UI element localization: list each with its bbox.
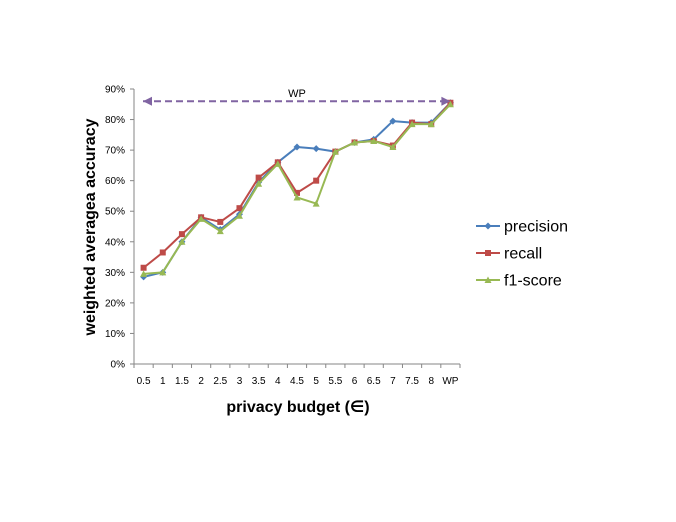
x-tick-label: 4 — [275, 376, 281, 387]
wp-annotation-label: WP — [288, 88, 306, 100]
series-line — [143, 103, 452, 275]
data-point — [485, 250, 491, 256]
x-tick-label: 2.5 — [213, 376, 227, 387]
data-point — [484, 222, 492, 230]
data-point — [484, 276, 492, 283]
y-tick-label: 90% — [105, 85, 125, 96]
data-point — [178, 238, 186, 245]
data-point — [331, 148, 339, 155]
data-point — [389, 143, 397, 151]
y-tick-label: 60% — [105, 176, 125, 187]
data-point — [217, 218, 224, 225]
axes: 0% 10% 20% 30% 40% 50% 60% 70% 80% 90% 0.5 1 1.5 2 2.5… — [105, 85, 461, 387]
data-point — [446, 100, 454, 108]
data-point — [312, 145, 320, 153]
x-tick-label: 7 — [390, 376, 396, 387]
legend-label: precision — [504, 219, 568, 236]
series-line — [142, 102, 452, 269]
series-f1-score — [140, 100, 454, 277]
data-point — [159, 268, 167, 276]
data-point — [178, 231, 185, 238]
y-tick-label: 80% — [105, 115, 125, 126]
data-point — [235, 212, 243, 219]
data-point — [159, 249, 166, 256]
x-axis-label: privacy budget (∈) — [226, 399, 369, 416]
data-point — [140, 264, 147, 271]
y-tick-label: 30% — [105, 268, 125, 279]
y-tick-label: 50% — [105, 207, 125, 218]
x-tick-label: 1.5 — [175, 376, 189, 387]
data-point — [313, 177, 320, 184]
y-axis-label: weighted averagea accuracy — [82, 118, 99, 336]
legend-item-precision: precision — [476, 219, 568, 236]
data-point — [293, 193, 301, 201]
data-point — [236, 205, 243, 212]
data-point — [294, 189, 300, 196]
data-point — [351, 138, 359, 146]
series-precision — [140, 99, 454, 281]
x-tick-label: 2 — [198, 376, 204, 387]
legend-label: recall — [504, 246, 542, 263]
data-point — [370, 137, 378, 144]
x-tick-label: 6 — [352, 376, 358, 387]
series-line — [143, 102, 452, 278]
data-point — [140, 270, 148, 277]
x-tick-label: 5 — [313, 376, 319, 387]
data-point — [389, 117, 397, 125]
data-point — [216, 227, 224, 235]
legend-item-recall: recall — [476, 246, 542, 263]
annotation-layer: WP — [143, 88, 451, 106]
x-tick-label: 8 — [428, 376, 434, 387]
x-tick-label: 5.5 — [328, 376, 342, 387]
data-point — [255, 174, 262, 181]
y-tick-label: 20% — [105, 298, 125, 309]
y-tick-label: 70% — [105, 146, 125, 157]
x-tick-label: 3 — [237, 376, 243, 387]
legend-label: f1-score — [504, 273, 562, 290]
data-point — [255, 180, 263, 187]
x-tick-label: 6.5 — [367, 376, 381, 387]
x-tick-label: 3.5 — [252, 376, 266, 387]
x-tick-label: 4.5 — [290, 376, 304, 387]
legend: precision recall f1-score — [476, 219, 568, 290]
data-point — [197, 215, 205, 222]
arrow-left-icon — [143, 96, 152, 106]
y-tick-label: 0% — [111, 360, 126, 371]
y-tick-label: 10% — [105, 329, 125, 340]
data-point — [427, 120, 435, 128]
data-point — [274, 160, 282, 167]
series-recall — [140, 99, 454, 271]
y-tick-label: 40% — [105, 237, 125, 248]
arrow-right-icon — [441, 96, 451, 106]
x-tick-label: WP — [442, 376, 458, 387]
x-tick-label: 0.5 — [137, 376, 151, 387]
x-tick-label: 1 — [160, 376, 166, 387]
x-tick-label: 7.5 — [405, 376, 419, 387]
data-point — [312, 200, 320, 207]
data-point — [408, 120, 416, 128]
legend-item-f1-score: f1-score — [476, 273, 562, 290]
data-point — [293, 143, 301, 151]
series-layer — [140, 99, 454, 281]
